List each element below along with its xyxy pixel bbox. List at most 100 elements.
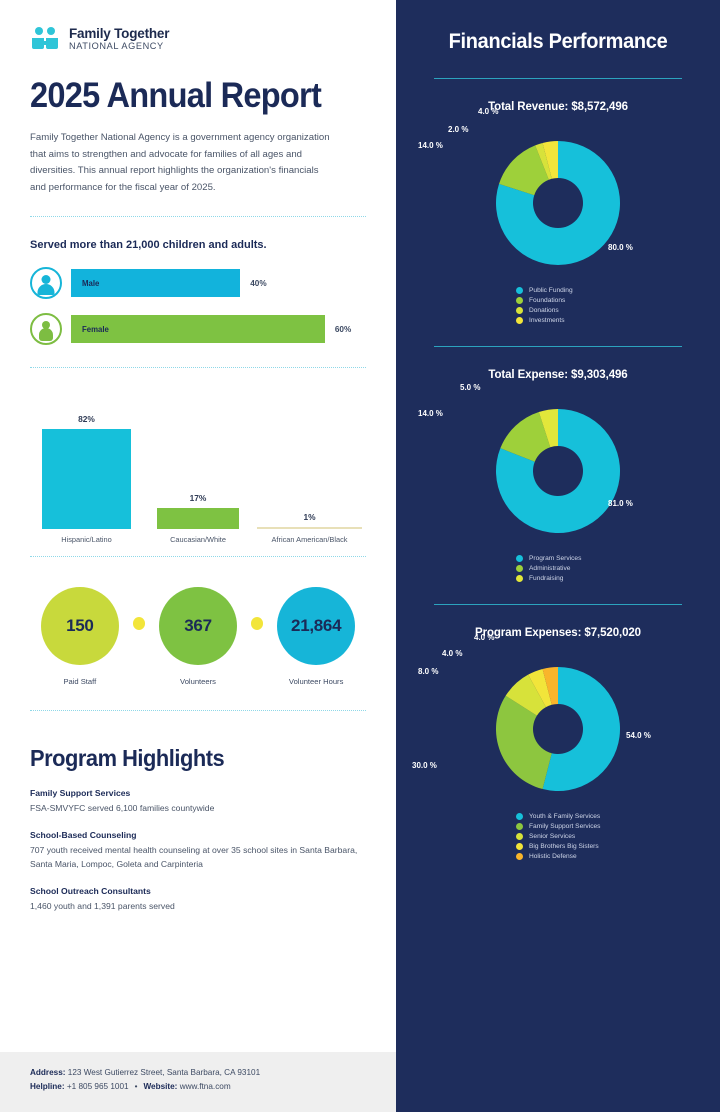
ethnicity-bar-fill <box>257 527 362 529</box>
donut-chart-title: Program Expenses: $7,520,020 <box>475 627 641 639</box>
stat-circle-item: 21,864 Volunteer Hours <box>266 587 366 686</box>
served-heading: Served more than 21,000 children and adu… <box>30 239 267 251</box>
legend-label: Public Funding <box>529 287 573 294</box>
gender-bar-label: Male <box>82 278 100 288</box>
legend-item[interactable]: Investments <box>516 317 704 324</box>
footer-contact-line: Helpline: +1 805 965 1001 • Website: www.f… <box>30 1080 366 1094</box>
stat-circle: 21,864 <box>277 587 356 665</box>
divider-1 <box>30 216 366 217</box>
program-highlights-title: Program Highlights <box>30 745 225 771</box>
legend-item[interactable]: Program Services <box>516 555 704 562</box>
donut-slice[interactable] <box>528 668 552 708</box>
intro-paragraph: Family Together National Agency is a gov… <box>30 132 330 193</box>
gender-bar-percent: 40% <box>250 278 267 288</box>
donut-slice[interactable] <box>496 695 552 790</box>
donut-chart-title: Total Revenue: $8,572,496 <box>488 101 628 113</box>
donut-slice[interactable] <box>505 674 546 716</box>
legend-item[interactable]: Youth & Family Services <box>516 813 704 820</box>
donut-graphic: 80.0 % 14.0 % 2.0 % 4.0 % <box>412 107 704 281</box>
legend-color-dot <box>516 575 523 582</box>
chart-divider <box>434 604 682 605</box>
legend-item[interactable]: Foundations <box>516 297 704 304</box>
legend-color-dot <box>516 565 523 572</box>
legend-item[interactable]: Administrative <box>516 565 704 572</box>
donut-slice-percent-label: 30.0 % <box>412 761 437 770</box>
donut-slice[interactable] <box>496 409 620 533</box>
circle-separator-dot <box>250 617 264 630</box>
program-highlight-heading: Family Support Services <box>30 788 131 798</box>
ethnicity-bar-value: 17% <box>189 493 207 504</box>
legend-color-dot <box>516 853 523 860</box>
donut-slice-percent-label: 14.0 % <box>418 141 443 150</box>
brand-subtitle: NATIONAL AGENCY <box>69 40 164 51</box>
gender-bar-label: Female <box>82 324 109 334</box>
footer: Address: 123 West Gutierrez Street, Sant… <box>0 1052 396 1112</box>
legend-color-dot <box>516 813 523 820</box>
chart-divider <box>434 346 682 347</box>
ethnicity-bar-value: 1% <box>303 512 316 522</box>
program-highlight-item: School Outreach Consultants 1,460 youth a… <box>30 886 366 914</box>
program-highlight-heading: School Outreach Consultants <box>30 885 151 896</box>
legend-item[interactable]: Public Funding <box>516 287 704 294</box>
legend-label: Family Support Services <box>529 823 601 830</box>
donut-slice-percent-label: 81.0 % <box>608 499 633 508</box>
donut-slice[interactable] <box>542 667 558 705</box>
program-highlight-heading: School-Based Counseling <box>30 829 137 840</box>
legend-color-dot <box>516 833 523 840</box>
legend-label: Fundraising <box>529 575 564 582</box>
legend-label: Administrative <box>529 565 571 572</box>
divider-2 <box>30 367 366 368</box>
donut-slice-percent-label: 4.0 % <box>442 649 463 658</box>
legend-label: Donations <box>529 307 559 314</box>
website-value[interactable]: www.ftna.com <box>177 1082 231 1092</box>
donut-slice[interactable] <box>535 142 552 180</box>
ethnicity-bar-fill <box>42 428 131 529</box>
donut-chart-legend: Youth & Family Services Family Support Se… <box>412 813 704 860</box>
program-highlights-list: Family Support Services FSA-SMVYFC served… <box>30 788 366 914</box>
legend-color-dot <box>516 307 523 314</box>
footer-separator: • <box>134 1082 138 1092</box>
stat-circle: 150 <box>40 587 119 665</box>
family-people-icon <box>30 24 60 54</box>
legend-item[interactable]: Holistic Defense <box>516 853 704 860</box>
helpline-value: +1 805 965 1001 <box>64 1082 129 1092</box>
gender-bar-fill: Female <box>71 315 325 343</box>
divider-4 <box>30 710 366 711</box>
gender-bar-fill: Male <box>71 269 241 297</box>
legend-item[interactable]: Senior Services <box>516 833 704 840</box>
legend-color-dot <box>516 555 523 562</box>
legend-item[interactable]: Donations <box>516 307 704 314</box>
circle-separator-dot <box>132 617 146 630</box>
stat-circle-label: Volunteer Hours <box>288 677 344 686</box>
legend-item[interactable]: Big Brothers Big Sisters <box>516 843 704 850</box>
donut-slice[interactable] <box>499 145 549 196</box>
donut-slice[interactable] <box>500 412 551 462</box>
stat-circle-value: 21,864 <box>291 616 342 635</box>
ethnicity-bar-fill <box>157 508 239 529</box>
financials-divider <box>434 78 682 79</box>
donut-slice[interactable] <box>496 141 620 265</box>
gender-bar-row: Female 60% <box>30 313 366 345</box>
donut-slice[interactable] <box>542 141 558 179</box>
donut-slice[interactable] <box>538 409 558 448</box>
brand-name: Family Together <box>69 25 170 41</box>
donut-slice-percent-label: 54.0 % <box>626 731 651 740</box>
divider-3 <box>30 556 366 557</box>
legend-label: Big Brothers Big Sisters <box>529 843 599 850</box>
website-label: Website: <box>143 1082 178 1092</box>
legend-item[interactable]: Fundraising <box>516 575 704 582</box>
legend-label: Investments <box>529 317 565 324</box>
stats-circles: 150 Paid Staff 367 Volunteers 21,864 Voluntee… <box>30 587 366 686</box>
donut-graphic: 54.0 % 30.0 % 8.0 % 4.0 % 4.0 % <box>412 633 704 807</box>
ethnicity-bar-label: Hispanic/Latino <box>61 535 112 544</box>
address-value: 123 West Gutierrez Street, Santa Barbara… <box>65 1068 261 1077</box>
legend-item[interactable]: Family Support Services <box>516 823 704 830</box>
legend-label: Senior Services <box>529 833 576 840</box>
donut-slice[interactable] <box>542 667 620 791</box>
donut-chart-legend: Public Funding Foundations Donations Invest… <box>412 287 704 324</box>
donut-chart-legend: Program Services Administrative Fundraisin… <box>412 555 704 582</box>
helpline-label: Helpline: <box>30 1082 65 1092</box>
donut-graphic: 81.0 % 14.0 % 5.0 % <box>412 383 704 549</box>
stat-circle-label: Volunteers <box>180 677 216 686</box>
